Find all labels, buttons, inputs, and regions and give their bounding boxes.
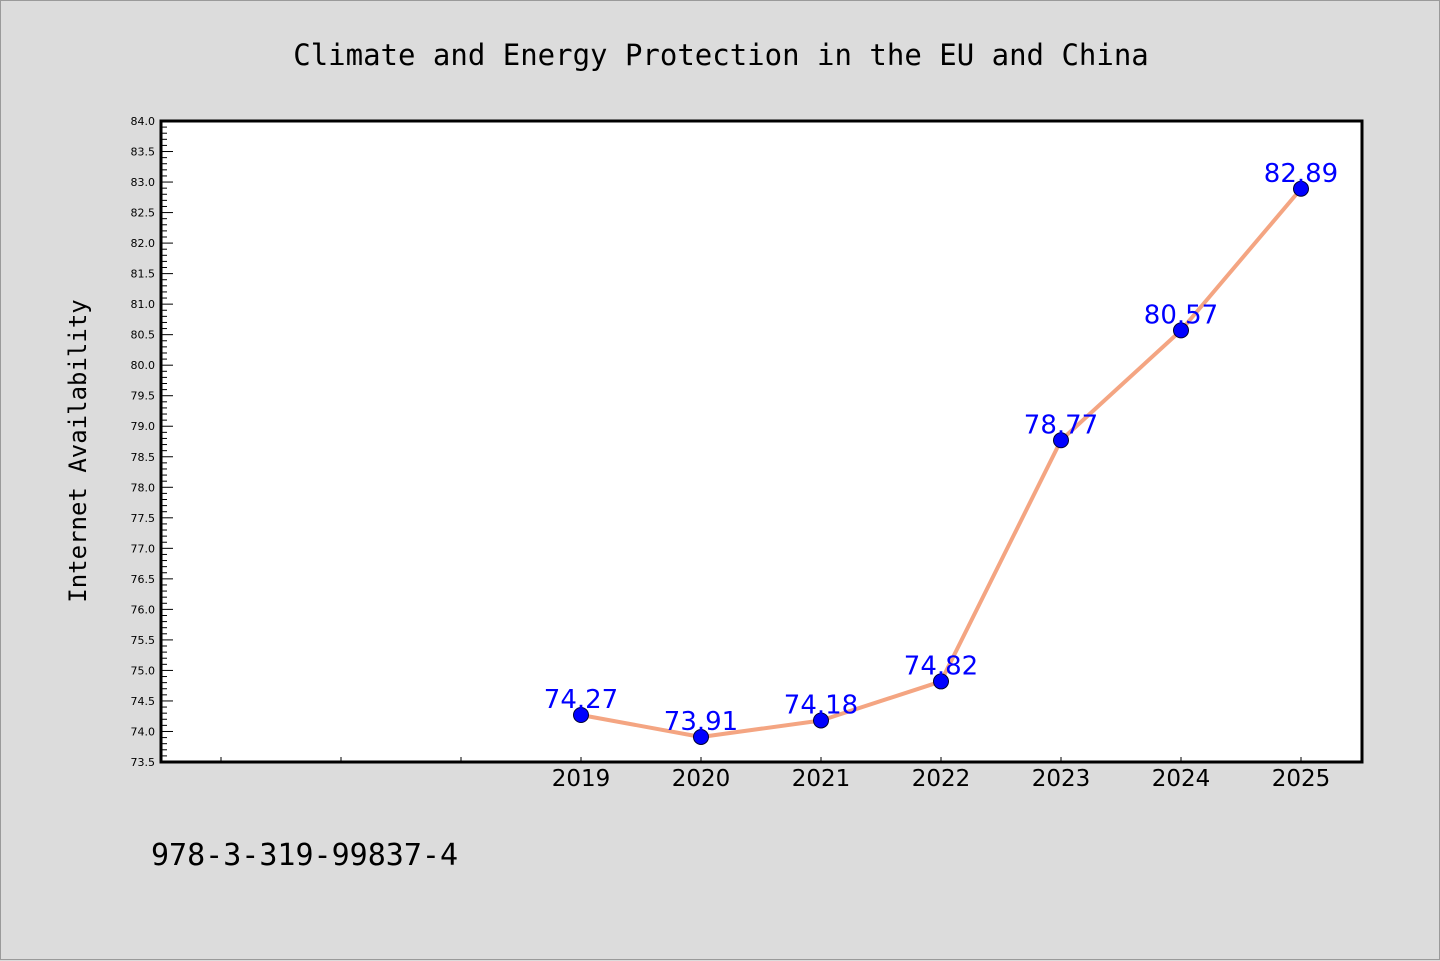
y-axis-label: Internet Availability	[64, 299, 92, 602]
data-point	[813, 712, 829, 729]
y-tick-label: 74.5	[131, 695, 156, 708]
y-tick-label: 74.0	[131, 725, 156, 738]
x-tick-label: 2019	[552, 766, 611, 792]
data-point	[933, 673, 949, 690]
plot-border	[159, 119, 1364, 764]
y-tick-label: 75.5	[131, 634, 156, 647]
data-point	[1173, 322, 1189, 339]
data-point	[1293, 180, 1309, 197]
x-tick-label: 2024	[1152, 766, 1211, 792]
y-tick-label: 73.5	[131, 756, 156, 769]
y-tick-label: 83.5	[131, 146, 156, 159]
x-tick-label: 2022	[912, 766, 971, 792]
y-tick-label: 81.0	[131, 298, 156, 311]
y-tick-label: 79.5	[131, 390, 156, 403]
x-tick-label: 2021	[792, 766, 851, 792]
footer-isbn: 978-3-319-99837-4	[151, 838, 458, 873]
x-tick-label: 2025	[1272, 766, 1331, 792]
plot-area	[161, 121, 1362, 762]
data-point	[1053, 432, 1069, 449]
x-tick-label: 2023	[1032, 766, 1091, 792]
data-label: 80.57	[1144, 300, 1218, 330]
data-label: 82.89	[1264, 159, 1338, 189]
y-tick-label: 78.5	[131, 451, 156, 464]
chart-title: Climate and Energy Protection in the EU …	[293, 38, 1149, 72]
y-tick-label: 84.0	[131, 115, 156, 128]
data-labels: 74.27 73.91 74.18 74.82 78.77 80.57 82.89	[544, 159, 1338, 737]
data-label: 73.91	[664, 707, 738, 737]
y-tick-label: 82.0	[131, 237, 156, 250]
y-tick-label: 76.0	[131, 603, 156, 616]
y-tick-label: 76.5	[131, 573, 156, 586]
y-tick-label: 78.0	[131, 481, 156, 494]
data-label: 78.77	[1024, 410, 1098, 440]
y-tick-label: 80.0	[131, 359, 156, 372]
x-tick-label: 2020	[672, 766, 731, 792]
data-label: 74.82	[904, 651, 978, 681]
data-point	[573, 706, 589, 723]
data-point	[693, 728, 709, 745]
y-tick-label: 77.0	[131, 542, 156, 555]
y-tick-label: 77.5	[131, 512, 156, 525]
data-label: 74.27	[544, 685, 618, 715]
y-tick-label: 81.5	[131, 268, 156, 281]
data-markers	[573, 180, 1309, 745]
y-tick-label: 79.0	[131, 420, 156, 433]
y-tick-label: 82.5	[131, 207, 156, 220]
data-label: 74.18	[784, 690, 858, 720]
y-tick-label: 80.5	[131, 329, 156, 342]
y-tick-label: 83.0	[131, 176, 156, 189]
y-tick-label: 75.0	[131, 664, 156, 677]
